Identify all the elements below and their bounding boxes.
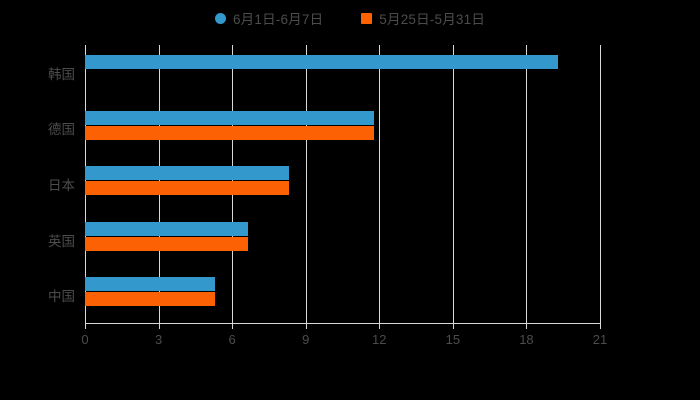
- bar-series-2[interactable]: [85, 292, 215, 307]
- x-tick-label: 21: [592, 332, 608, 347]
- y-axis-category-label: 英国: [48, 233, 75, 249]
- x-tick-mark: [158, 323, 160, 329]
- x-tick-label: 15: [445, 332, 461, 347]
- chart-category-row: 英国: [48, 212, 600, 268]
- bar-series-1[interactable]: [85, 55, 559, 69]
- x-tick-label: 0: [81, 332, 89, 347]
- bar-series-1[interactable]: [85, 277, 215, 292]
- y-axis-category-label: 德国: [48, 122, 75, 138]
- chart-category-row: 韩国: [48, 45, 600, 101]
- x-tick-mark: [379, 323, 381, 329]
- legend-label-series-1: 6月1日-6月7日: [232, 12, 324, 27]
- x-gridline: [379, 45, 381, 323]
- x-tick-mark: [85, 323, 86, 329]
- legend-square-icon: [361, 12, 373, 24]
- legend-label-series-2: 5月25日-5月31日: [379, 12, 486, 27]
- x-gridline: [600, 45, 601, 323]
- legend-item-series-2[interactable]: 5月25日-5月31日: [361, 8, 485, 28]
- chart-category-row: 德国: [48, 101, 600, 157]
- bar-series-1[interactable]: [85, 110, 375, 125]
- x-tick-mark: [232, 323, 234, 329]
- x-tick-mark: [305, 323, 307, 329]
- x-tick-label: 6: [228, 332, 236, 347]
- y-axis-category-label: 中国: [48, 289, 75, 305]
- y-axis-category-label: 韩国: [48, 66, 75, 82]
- bar-series-2[interactable]: [85, 181, 289, 196]
- x-tick-label: 12: [372, 332, 387, 347]
- legend-item-series-1[interactable]: 6月1日-6月7日: [214, 8, 324, 28]
- plot-area: 韩国德国日本英国中国: [48, 45, 601, 323]
- bar-series-1[interactable]: [85, 166, 289, 181]
- legend-dot-icon: [214, 12, 226, 24]
- chart-legend: 6月1日-6月7日 5月25日-5月31日: [0, 8, 700, 28]
- bar-series-1[interactable]: [85, 221, 249, 236]
- bar-series-2[interactable]: [85, 125, 375, 140]
- x-tick-label: 9: [302, 332, 310, 347]
- x-axis-line: [85, 323, 601, 324]
- x-gridline: [305, 45, 307, 323]
- x-tick-mark: [452, 323, 454, 329]
- chart-category-row: 中国: [48, 267, 600, 323]
- x-gridline: [526, 45, 528, 323]
- x-tick-label: 18: [519, 332, 534, 347]
- x-tick-mark: [600, 323, 601, 329]
- bar-series-2[interactable]: [85, 236, 249, 251]
- x-gridline: [452, 45, 454, 323]
- chart-category-row: 日本: [48, 156, 600, 212]
- y-axis-category-label: 日本: [48, 177, 75, 193]
- x-tick-label: 3: [154, 332, 163, 347]
- x-tick-mark: [526, 323, 528, 329]
